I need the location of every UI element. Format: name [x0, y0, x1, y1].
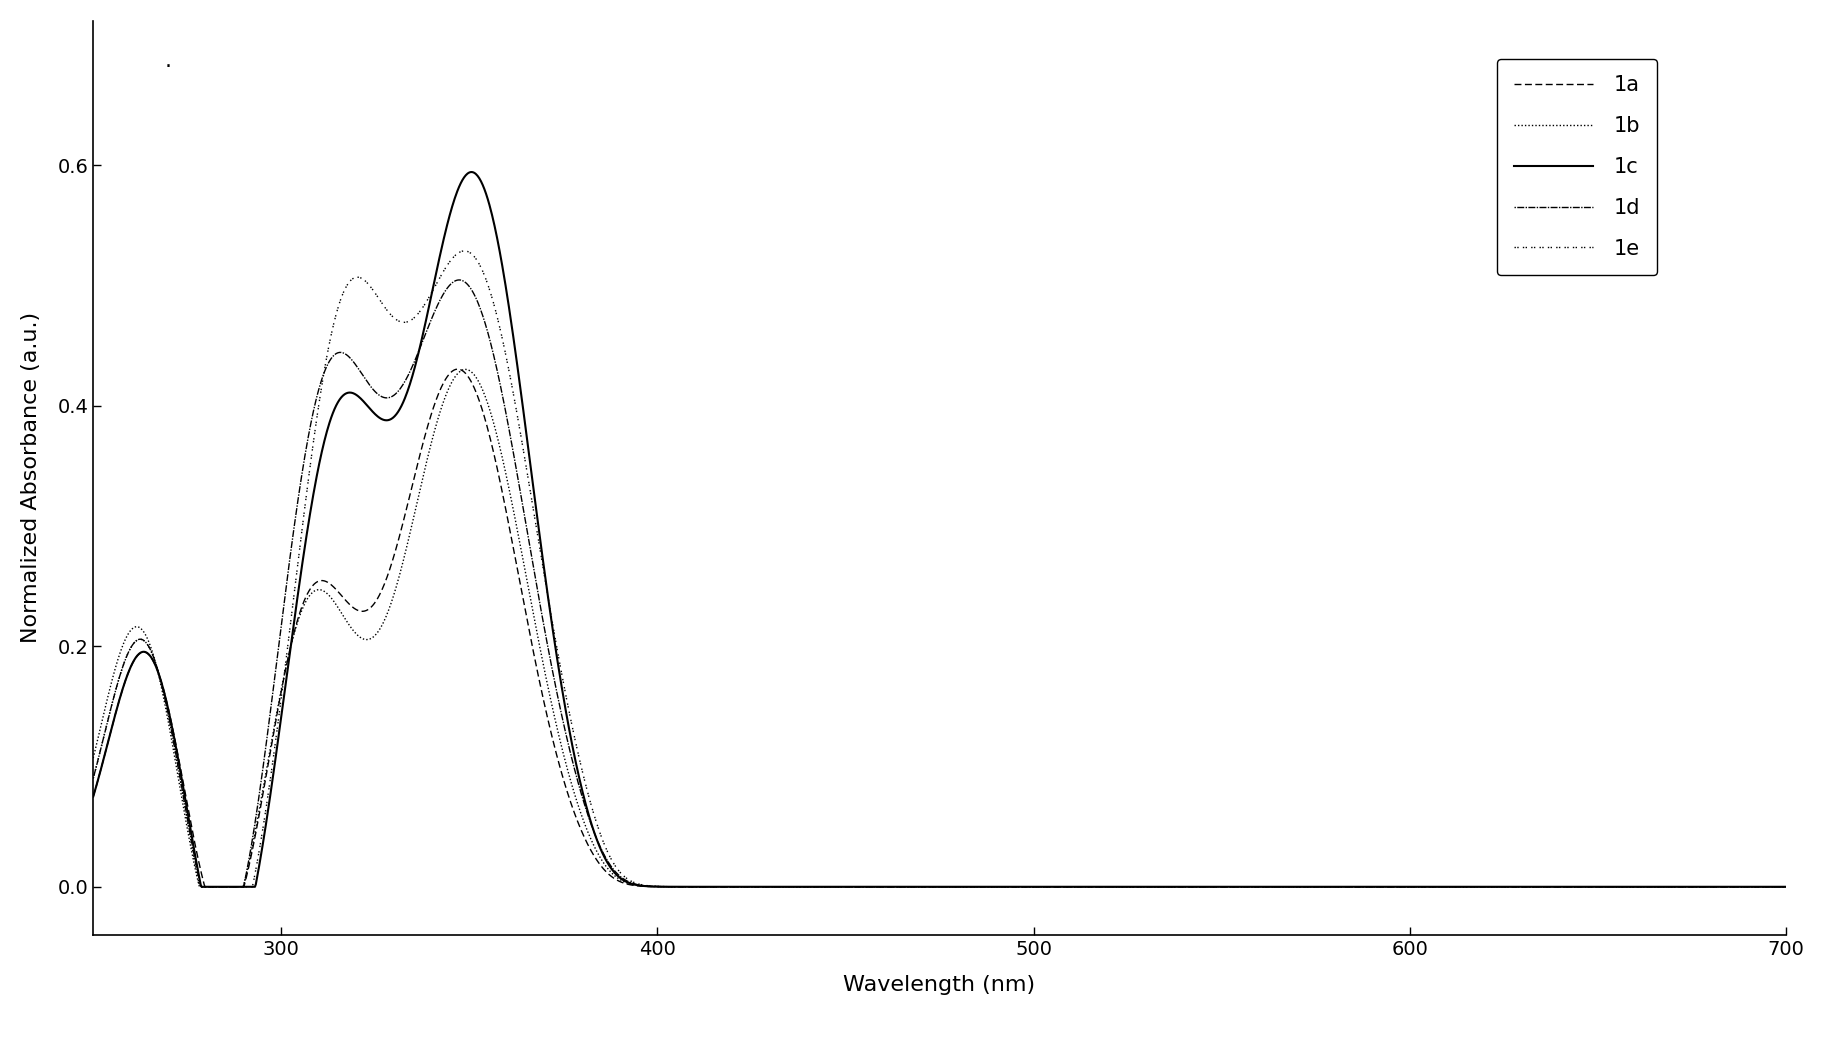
1a — [168, 757, 190, 769]
1a — [1416, 880, 1438, 893]
Legend: 1a, 1b, 1c, 1d, 1e: 1a, 1b, 1c, 1d, 1e — [1496, 59, 1657, 276]
1e — [907, 880, 929, 893]
Line: 1e: 1e — [93, 251, 1785, 887]
1a — [193, 880, 215, 893]
1b — [1774, 880, 1796, 893]
Line: 1d: 1d — [93, 280, 1785, 887]
1b — [190, 880, 212, 893]
1b — [1416, 880, 1438, 893]
Line: 1b: 1b — [93, 369, 1785, 887]
1c — [190, 880, 212, 893]
1c — [168, 761, 190, 774]
1c — [82, 790, 104, 803]
1e — [1774, 880, 1796, 893]
1c — [1416, 880, 1438, 893]
1d — [1726, 880, 1748, 893]
1d — [1728, 880, 1750, 893]
1b — [861, 880, 883, 893]
1b — [168, 779, 190, 791]
Line: 1a: 1a — [93, 369, 1785, 887]
1b — [454, 363, 476, 375]
X-axis label: Wavelength (nm): Wavelength (nm) — [843, 976, 1035, 996]
Text: ·: · — [164, 57, 172, 77]
Y-axis label: Normalized Absorbance (a.u.): Normalized Absorbance (a.u.) — [20, 312, 40, 643]
1d — [82, 773, 104, 785]
1e — [1728, 880, 1750, 893]
1e — [1726, 880, 1748, 893]
1b — [1726, 880, 1748, 893]
1d — [168, 768, 190, 781]
1b — [907, 880, 929, 893]
1c — [1728, 880, 1750, 893]
1a — [82, 790, 104, 803]
1e — [453, 245, 475, 257]
1a — [1728, 880, 1750, 893]
1a — [447, 363, 469, 375]
1c — [861, 880, 883, 893]
1d — [1774, 880, 1796, 893]
1d — [861, 880, 883, 893]
1e — [1416, 880, 1438, 893]
1e — [168, 770, 190, 783]
1a — [861, 880, 883, 893]
1d — [449, 274, 471, 286]
1e — [861, 880, 883, 893]
Line: 1c: 1c — [93, 172, 1785, 887]
1c — [907, 880, 929, 893]
1c — [460, 166, 482, 178]
1c — [1726, 880, 1748, 893]
1b — [1728, 880, 1750, 893]
1d — [190, 880, 212, 893]
1e — [190, 880, 212, 893]
1a — [907, 880, 929, 893]
1a — [1726, 880, 1748, 893]
1b — [82, 752, 104, 764]
1e — [82, 773, 104, 785]
1c — [1774, 880, 1796, 893]
1d — [1416, 880, 1438, 893]
1d — [907, 880, 929, 893]
1a — [1774, 880, 1796, 893]
